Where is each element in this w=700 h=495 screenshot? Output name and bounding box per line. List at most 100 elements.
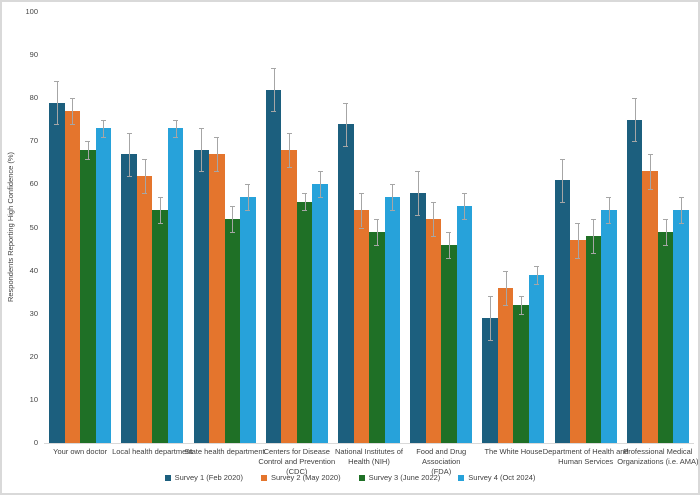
error-bar-bottom-cap: [157, 223, 163, 225]
legend-item: Survey 3 (June 2022): [358, 473, 441, 482]
error-bar-line: [160, 197, 162, 224]
error-bar-bottom-cap: [229, 231, 235, 233]
y-tick-label: 50: [29, 222, 38, 232]
bar-s1-g7: [482, 318, 498, 443]
error-bar-line: [433, 201, 435, 237]
y-tick-label: 60: [29, 179, 38, 189]
y-tick-label: 30: [29, 308, 38, 318]
bar-s1-g5: [338, 124, 354, 443]
bar-s3-g8: [585, 236, 602, 443]
x-category-label: Your own doctor: [53, 447, 108, 456]
bar-s1-g2: [121, 154, 137, 443]
error-bar-line: [521, 296, 523, 314]
error-bar-line: [392, 184, 394, 211]
bar-s3-g5: [369, 231, 385, 443]
bar-s1-g3: [193, 149, 210, 443]
bar-s2-g1: [64, 111, 81, 443]
error-bar-top-cap: [69, 98, 75, 100]
error-bar-line: [634, 98, 636, 142]
bar-s4-g2: [167, 128, 184, 443]
bar-s3-g7: [513, 305, 529, 443]
error-bar-line: [320, 171, 322, 198]
error-bar-line: [247, 184, 249, 211]
error-bar-line: [505, 270, 507, 306]
error-bar-bottom-cap: [54, 124, 60, 126]
y-tick-label: 70: [29, 136, 38, 146]
error-bar-line: [608, 197, 610, 224]
plot-area: [44, 12, 694, 443]
error-bar-bottom-cap: [647, 188, 653, 190]
error-bar-top-cap: [487, 296, 493, 298]
error-bar-line: [665, 218, 667, 245]
error-bar-line: [289, 132, 291, 168]
bar-s4-g5: [384, 197, 400, 443]
y-tick-label: 0: [33, 438, 38, 447]
error-bar-line: [103, 119, 105, 137]
bar-s1-g6: [410, 193, 426, 443]
error-bar-top-cap: [198, 128, 204, 130]
bar-s1-g8: [554, 180, 571, 443]
error-bar-top-cap: [678, 197, 684, 199]
error-bar-line: [562, 158, 564, 202]
error-bar-top-cap: [85, 141, 91, 143]
error-bar-bottom-cap: [271, 111, 277, 113]
error-bar-line: [593, 218, 595, 254]
error-bar-line: [417, 171, 419, 215]
error-bar-line: [345, 102, 347, 146]
legend-swatch-icon: [164, 474, 171, 481]
error-bar-top-cap: [100, 119, 106, 121]
bar-s3-g9: [657, 231, 674, 443]
bar-s4-g9: [673, 210, 689, 443]
bar-s2-g4: [281, 149, 297, 443]
error-bar-top-cap: [229, 205, 235, 207]
x-axis-line: [44, 443, 694, 444]
error-bar-bottom-cap: [302, 210, 308, 212]
error-bar-bottom-cap: [198, 171, 204, 173]
error-bar-top-cap: [503, 270, 509, 272]
error-bar-bottom-cap: [632, 141, 638, 143]
error-bar-bottom-cap: [430, 236, 436, 238]
error-bar-bottom-cap: [446, 257, 452, 259]
x-category-label: Local health department: [112, 447, 193, 456]
y-tick-label: 40: [29, 265, 38, 275]
y-tick-label: 80: [29, 93, 38, 103]
error-bar-line: [87, 141, 89, 159]
error-bar-line: [201, 128, 203, 172]
error-bar-top-cap: [286, 132, 292, 134]
error-bar-bottom-cap: [415, 214, 421, 216]
y-tick-label: 20: [29, 351, 38, 361]
x-category-label: The White House: [484, 447, 543, 456]
x-category-label: Centers for Disease Control and Preventi…: [258, 447, 336, 476]
error-bar-bottom-cap: [142, 193, 148, 195]
bar-s4-g6: [456, 205, 473, 443]
legend-item: Survey 2 (May 2020): [260, 473, 341, 482]
error-bar-top-cap: [647, 154, 653, 156]
bar-s2-g7: [497, 287, 514, 443]
legend-label: Survey 3 (June 2022): [368, 473, 441, 482]
bar-s2-g9: [642, 171, 658, 443]
error-bar-line: [129, 132, 131, 176]
error-bar-line: [464, 193, 466, 219]
x-category-label: Department of Health and Human Services: [542, 447, 629, 466]
error-bar-top-cap: [446, 231, 452, 233]
error-bar-line: [577, 223, 579, 258]
error-bar-top-cap: [343, 102, 349, 104]
error-bar-top-cap: [663, 218, 669, 220]
error-bar-bottom-cap: [487, 339, 493, 341]
bar-s2-g5: [353, 210, 369, 443]
error-bar-top-cap: [461, 193, 467, 195]
x-category-label: Professional Medical Organizations (i.e.…: [617, 447, 699, 466]
error-bar-line: [361, 193, 363, 228]
error-bar-bottom-cap: [590, 253, 596, 255]
error-bar-top-cap: [534, 266, 540, 268]
bar-s1-g4: [265, 89, 282, 443]
error-bar-top-cap: [54, 80, 60, 82]
error-bar-bottom-cap: [503, 305, 509, 307]
error-bar-bottom-cap: [173, 136, 179, 138]
error-bar-line: [72, 98, 74, 125]
bar-s2-g2: [136, 175, 153, 443]
x-category-label: Food and Drug Association (FDA): [416, 447, 467, 476]
y-tick-label: 90: [29, 50, 38, 60]
error-bar-bottom-cap: [461, 218, 467, 220]
error-bar-bottom-cap: [343, 145, 349, 147]
